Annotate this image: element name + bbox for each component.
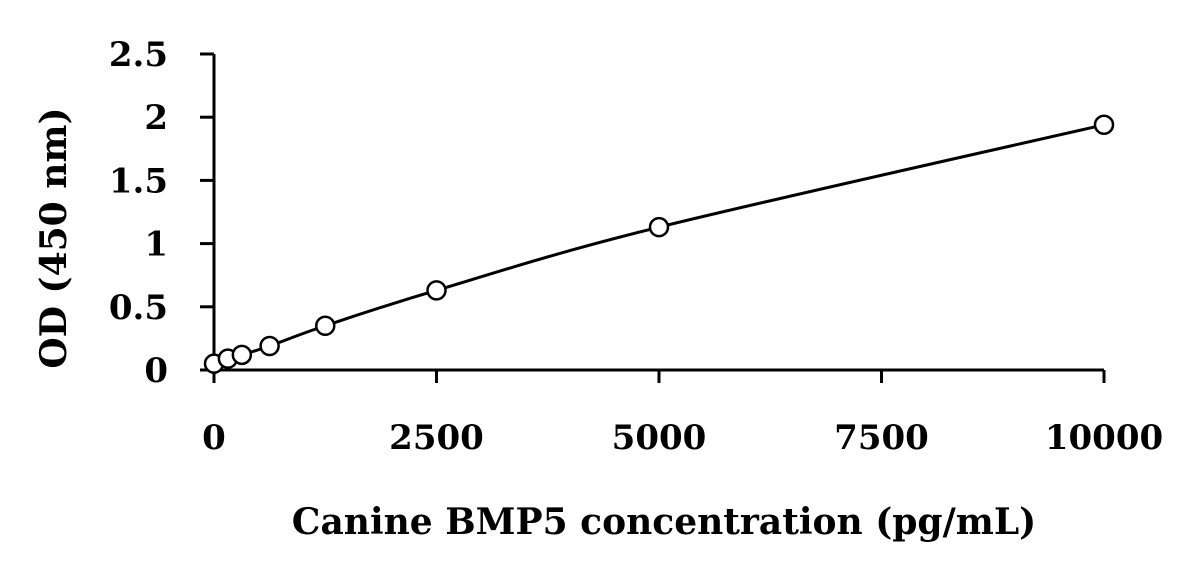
data-point <box>648 216 670 238</box>
data-point <box>1093 114 1115 136</box>
y-tick-label: 1 <box>144 225 168 265</box>
data-point <box>426 280 447 301</box>
x-axis-title: Canine BMP5 concentration (pg/mL) <box>292 501 1036 543</box>
y-axis-title: OD (450 nm) <box>33 107 75 368</box>
x-tick-label: 2500 <box>389 418 484 458</box>
data-point <box>315 315 336 337</box>
x-tick-label: 10000 <box>1045 418 1163 458</box>
data-point <box>259 335 280 357</box>
x-ticks: 0 2500 5000 7500 10000 <box>202 370 1163 458</box>
y-tick-label: 0.5 <box>109 288 168 328</box>
y-tick-label: 2.5 <box>109 35 168 75</box>
x-tick-label: 5000 <box>612 418 707 458</box>
axes <box>212 54 1104 372</box>
y-tick-label: 1.5 <box>109 161 168 201</box>
x-tick-label: 7500 <box>834 418 929 458</box>
x-tick-label: 0 <box>202 418 226 458</box>
data-points <box>203 114 1115 374</box>
y-tick-label: 2 <box>144 98 168 138</box>
fit-curve <box>213 123 1105 366</box>
y-tick-label: 0 <box>144 351 168 391</box>
y-ticks: 0 0.5 1 1.5 2 2.5 <box>109 35 214 391</box>
data-point <box>231 344 253 366</box>
